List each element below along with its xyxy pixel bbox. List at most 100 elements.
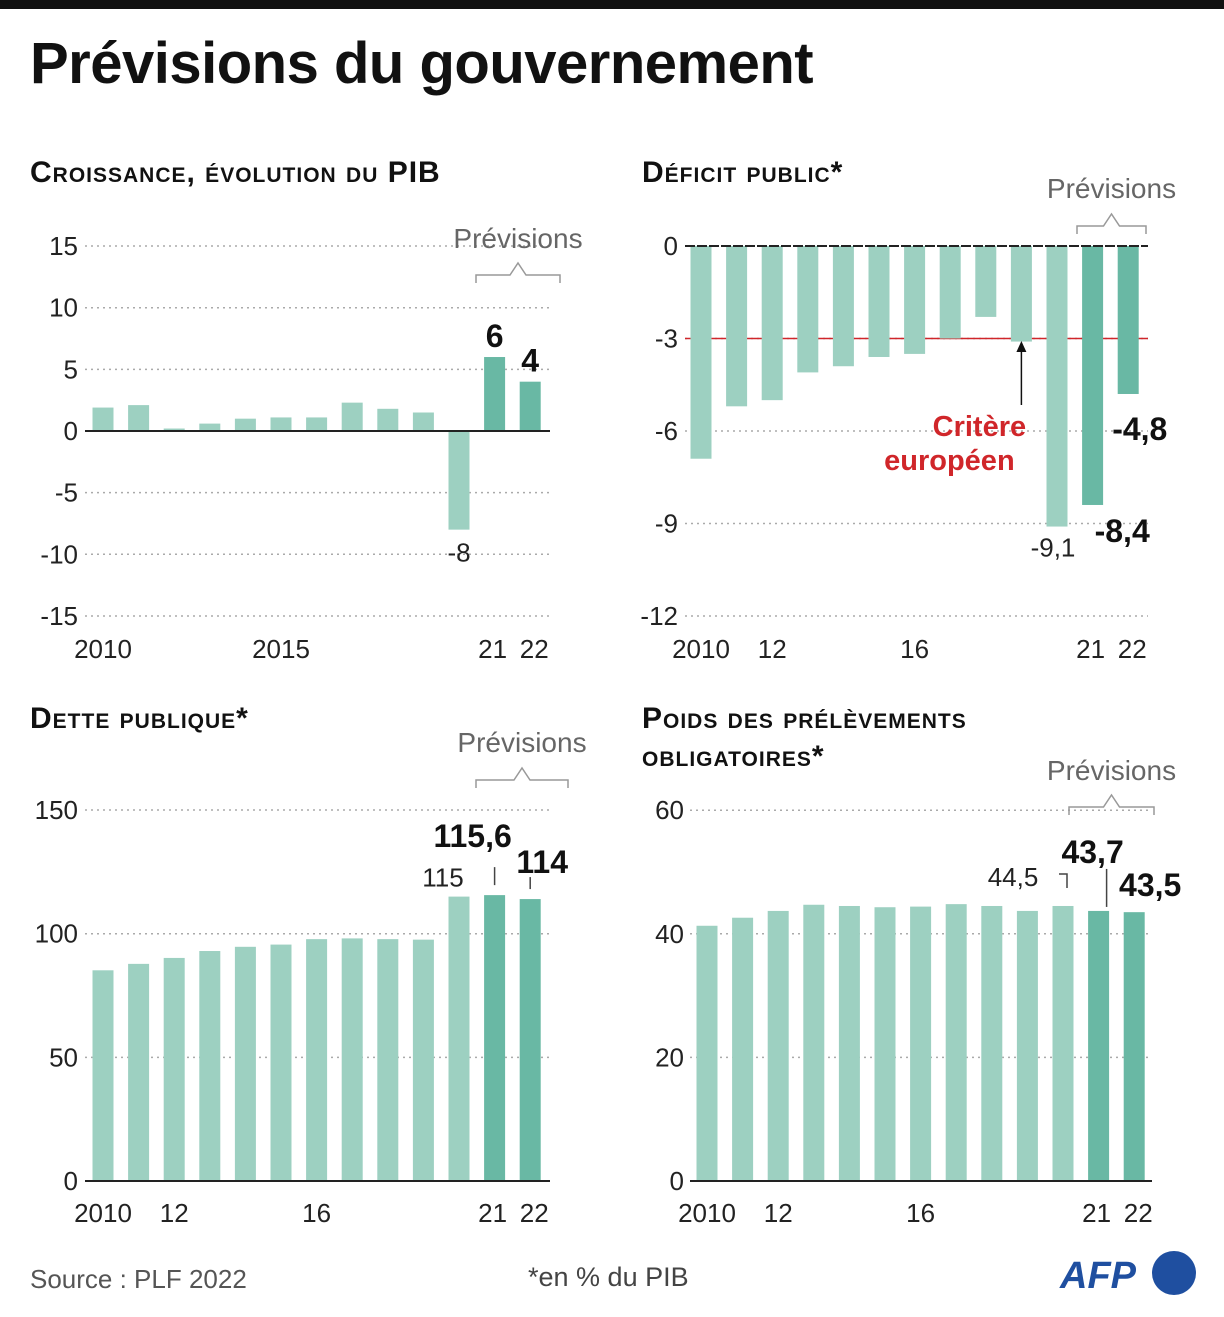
bar-2014: [234, 946, 256, 1181]
top-rule: [0, 0, 1224, 9]
bar-2014: [832, 246, 854, 367]
criterion-arrowhead: [1016, 341, 1027, 352]
bar-2010: [92, 970, 114, 1181]
bar-2014: [234, 418, 256, 431]
label-leader: [1059, 873, 1068, 888]
bar-2019: [1016, 910, 1038, 1181]
bar-2010: [92, 407, 114, 431]
bar-2010: [696, 925, 718, 1181]
bar-2018: [981, 905, 1003, 1181]
bar-2022: [519, 381, 541, 431]
y-tick-label: -9: [655, 508, 678, 538]
x-tick-label: 12: [764, 1198, 793, 1228]
y-tick-label: 60: [655, 795, 684, 825]
y-tick-label: -15: [40, 601, 78, 631]
y-tick-label: 100: [35, 919, 78, 949]
x-tick-label: 21: [1076, 634, 1105, 664]
forecast-label: Prévisions: [1047, 173, 1176, 204]
bar-2013: [803, 904, 825, 1181]
afp-logo: AFP: [1059, 1251, 1196, 1296]
forecast-bracket: [1076, 212, 1147, 234]
bar-2012: [163, 957, 185, 1181]
bar-2019: [1010, 246, 1032, 342]
bar-2016: [306, 417, 328, 431]
bar-2017: [341, 402, 363, 431]
bar-2021: [1088, 910, 1110, 1181]
bar-2021: [484, 895, 506, 1181]
y-tick-label: -3: [655, 323, 678, 353]
y-tick-label: 0: [664, 231, 678, 261]
forecast-bracket: [475, 766, 569, 788]
x-tick-label: 2010: [678, 1198, 736, 1228]
bar-2022: [1117, 246, 1139, 394]
bar-2015: [270, 417, 292, 431]
y-tick-label: 0: [64, 1166, 78, 1196]
footnote: *en % du PIB: [528, 1262, 689, 1292]
criterion-label: Critère: [933, 411, 1027, 443]
y-tick-label: 150: [35, 795, 78, 825]
bar-2016: [904, 246, 926, 354]
bar-2016: [306, 939, 328, 1181]
bar-2022: [1123, 912, 1145, 1181]
x-tick-label: 16: [302, 1198, 331, 1228]
x-tick-label: 16: [900, 634, 929, 664]
x-tick-label: 2015: [252, 634, 310, 664]
bar-2016: [910, 906, 932, 1181]
x-tick-label: 2010: [74, 1198, 132, 1228]
data-label-2020: 115: [422, 863, 463, 893]
bar-2022: [519, 899, 541, 1181]
bar-2015: [868, 246, 890, 357]
forecast-label: Prévisions: [1047, 755, 1176, 786]
x-tick-label: 21: [1082, 1198, 1111, 1228]
bar-2017: [945, 904, 967, 1181]
criterion-label: européen: [884, 445, 1015, 477]
data-label-2020: -9,1: [1031, 533, 1076, 563]
data-label-2022: 4: [521, 343, 539, 379]
data-label-2021: -8,4: [1095, 513, 1150, 549]
y-tick-label: 10: [49, 293, 78, 323]
forecast-label: Prévisions: [457, 727, 586, 758]
y-tick-label: 50: [49, 1042, 78, 1072]
bar-2012: [163, 428, 185, 431]
bar-2018: [377, 408, 399, 431]
data-label-2022: 43,5: [1119, 867, 1181, 903]
bar-2013: [797, 246, 819, 373]
data-label-2021: 6: [486, 318, 504, 354]
bar-2018: [975, 246, 997, 317]
y-tick-label: 40: [655, 919, 684, 949]
bar-2019: [412, 412, 434, 431]
x-tick-label: 22: [1124, 1198, 1153, 1228]
y-tick-label: -6: [655, 416, 678, 446]
data-label-2021: 115,6: [433, 818, 511, 854]
svg-text:AFP: AFP: [1059, 1255, 1137, 1296]
bar-2020: [448, 431, 470, 530]
bar-2021: [484, 357, 506, 431]
y-tick-label: 0: [670, 1166, 684, 1196]
bar-2020: [448, 896, 470, 1181]
bar-2020: [1046, 246, 1068, 527]
bar-2012: [761, 246, 783, 401]
x-tick-label: 12: [758, 634, 787, 664]
panel-title-prelevements: Poids des prélèvements obligatoires*: [642, 702, 967, 773]
panel-title-deficit: Déficit public*: [642, 156, 844, 189]
y-tick-label: 0: [64, 416, 78, 446]
bar-2015: [270, 944, 292, 1181]
bar-2017: [341, 938, 363, 1181]
forecast-label: Prévisions: [453, 223, 582, 254]
bar-2020: [1052, 905, 1074, 1181]
x-tick-label: 2010: [672, 634, 730, 664]
y-tick-label: -12: [640, 601, 678, 631]
bar-2011: [128, 963, 150, 1181]
y-tick-label: 5: [64, 354, 78, 384]
forecast-bracket: [475, 261, 561, 283]
data-label-2022: 114: [516, 844, 568, 880]
y-tick-label: 20: [655, 1042, 684, 1072]
bar-2013: [199, 951, 221, 1181]
bar-2014: [838, 905, 860, 1181]
bar-2013: [199, 423, 221, 431]
data-label-2020: -8: [447, 538, 470, 568]
bar-2019: [412, 939, 434, 1181]
bar-2021: [1082, 246, 1104, 505]
bar-2011: [732, 917, 754, 1181]
forecast-bracket: [1068, 793, 1155, 815]
